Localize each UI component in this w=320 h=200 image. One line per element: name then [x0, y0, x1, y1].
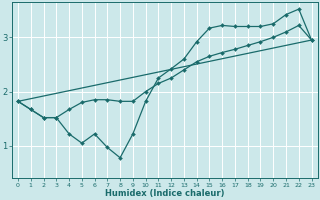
X-axis label: Humidex (Indice chaleur): Humidex (Indice chaleur) [105, 189, 225, 198]
